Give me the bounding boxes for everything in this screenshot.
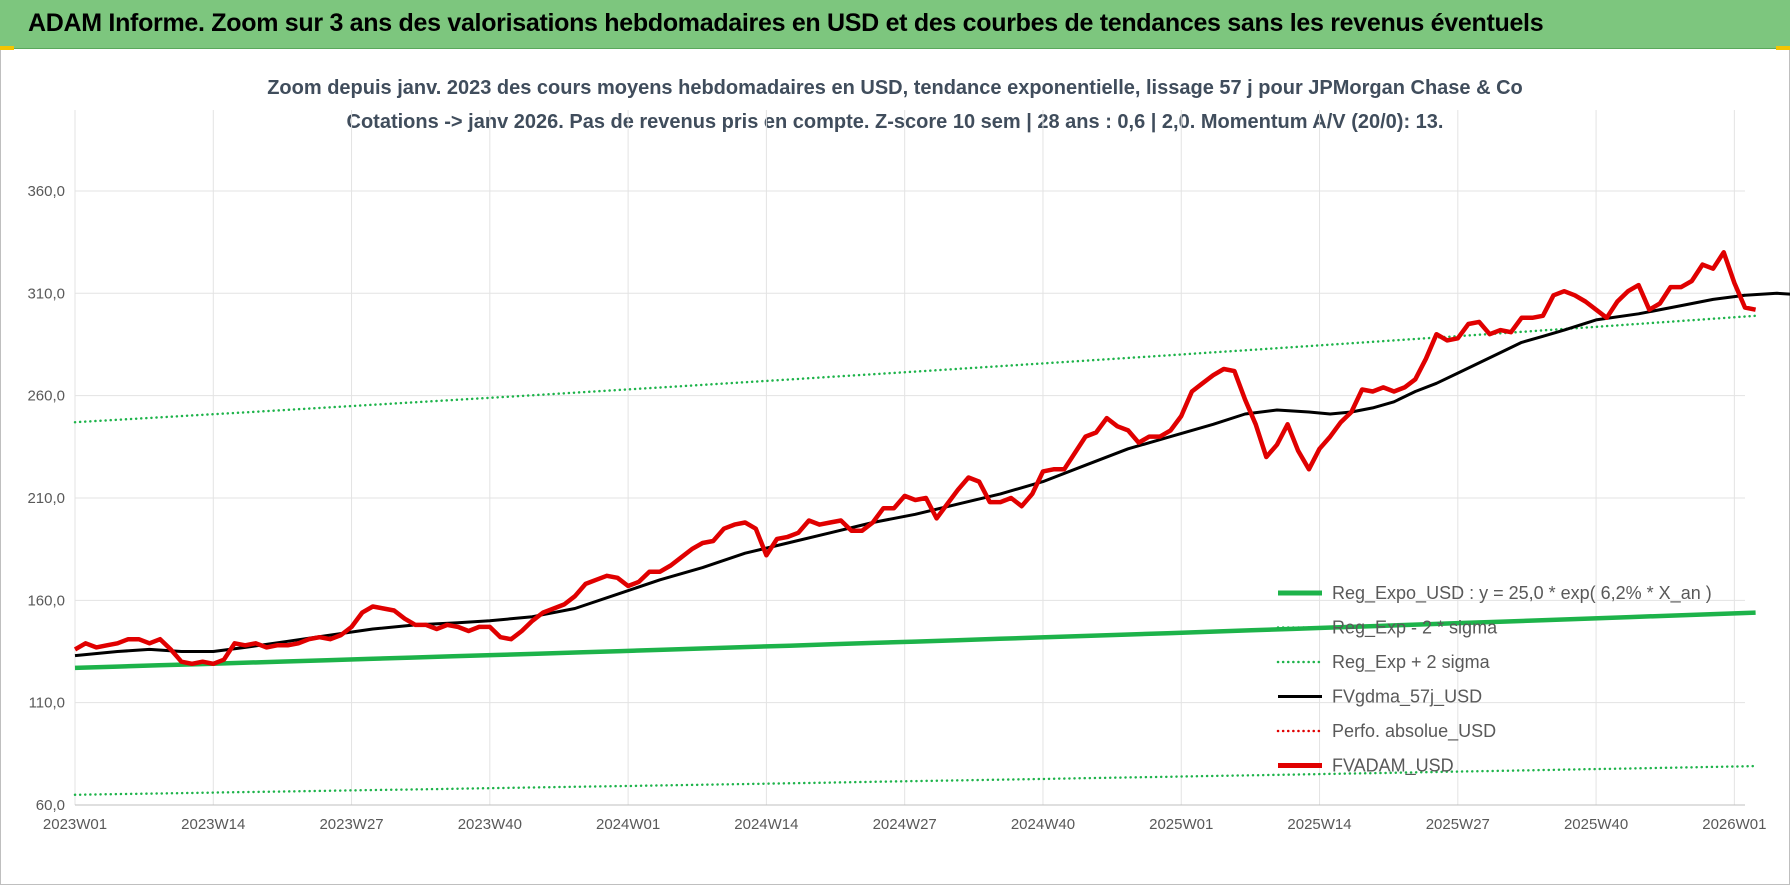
reg-exp-minus-2sigma-line: [73, 764, 1757, 797]
grid: [74, 110, 1745, 806]
x-tick-label: 2026W01: [1702, 816, 1766, 833]
corner-mark-left: [0, 46, 14, 50]
x-tick-label: 2023W14: [181, 816, 245, 833]
x-tick-label: 2024W27: [873, 816, 937, 833]
chart-subtitle: Cotations -> janv 2026. Pas de revenus p…: [347, 111, 1444, 133]
banner-title: ADAM Informe. Zoom sur 3 ans des valoris…: [28, 9, 1544, 37]
reg-exp-plus-2sigma-line: [73, 314, 1757, 424]
corner-mark-right: [1776, 46, 1790, 50]
x-tick-label: 2024W14: [734, 816, 798, 833]
x-tick-label: 2023W27: [319, 816, 383, 833]
legend-label: Reg_Expo_USD : y = 25,0 * exp( 6,2% * X_…: [1332, 583, 1712, 604]
y-tick-label: 210,0: [27, 490, 65, 507]
fvadam-line: [73, 250, 1757, 667]
x-tick-label: 2023W01: [43, 816, 107, 833]
fvgdma-57j-line: [74, 291, 1790, 658]
y-tick-label: 260,0: [27, 388, 65, 405]
x-tick-label: 2025W40: [1564, 816, 1628, 833]
y-tick-label: 60,0: [36, 797, 65, 814]
reg-expo-line: [74, 610, 1756, 671]
legend-label: Perfo. absolue_USD: [1332, 721, 1496, 742]
legend-label: FVgdma_57j_USD: [1332, 687, 1482, 708]
x-tick-label: 2023W40: [458, 816, 522, 833]
x-tick-label: 2025W27: [1426, 816, 1490, 833]
x-tick-label: 2024W01: [596, 816, 660, 833]
x-tick-label: 2024W40: [1011, 816, 1075, 833]
title-banner: ADAM Informe. Zoom sur 3 ans des valoris…: [0, 0, 1790, 49]
legend: Reg_Expo_USD : y = 25,0 * exp( 6,2% * X_…: [1276, 583, 1712, 777]
legend-label: Reg_Exp - 2 * sigma: [1332, 618, 1498, 639]
x-tick-label: 2025W01: [1149, 816, 1213, 833]
y-tick-label: 310,0: [27, 285, 65, 302]
x-tick-label: 2025W14: [1287, 816, 1351, 833]
legend-label: FVADAM_USD: [1332, 756, 1454, 777]
y-tick-label: 360,0: [27, 183, 65, 200]
y-tick-label: 160,0: [27, 592, 65, 609]
y-tick-label: 110,0: [29, 695, 65, 712]
legend-label: Reg_Exp + 2 sigma: [1332, 652, 1491, 673]
chart-title: Zoom depuis janv. 2023 des cours moyens …: [267, 77, 1523, 99]
axes: 2023W01 2023W14 2023W27 2023W40 2024W01 2024W…: [27, 183, 1766, 833]
series-layer: [73, 250, 1790, 797]
